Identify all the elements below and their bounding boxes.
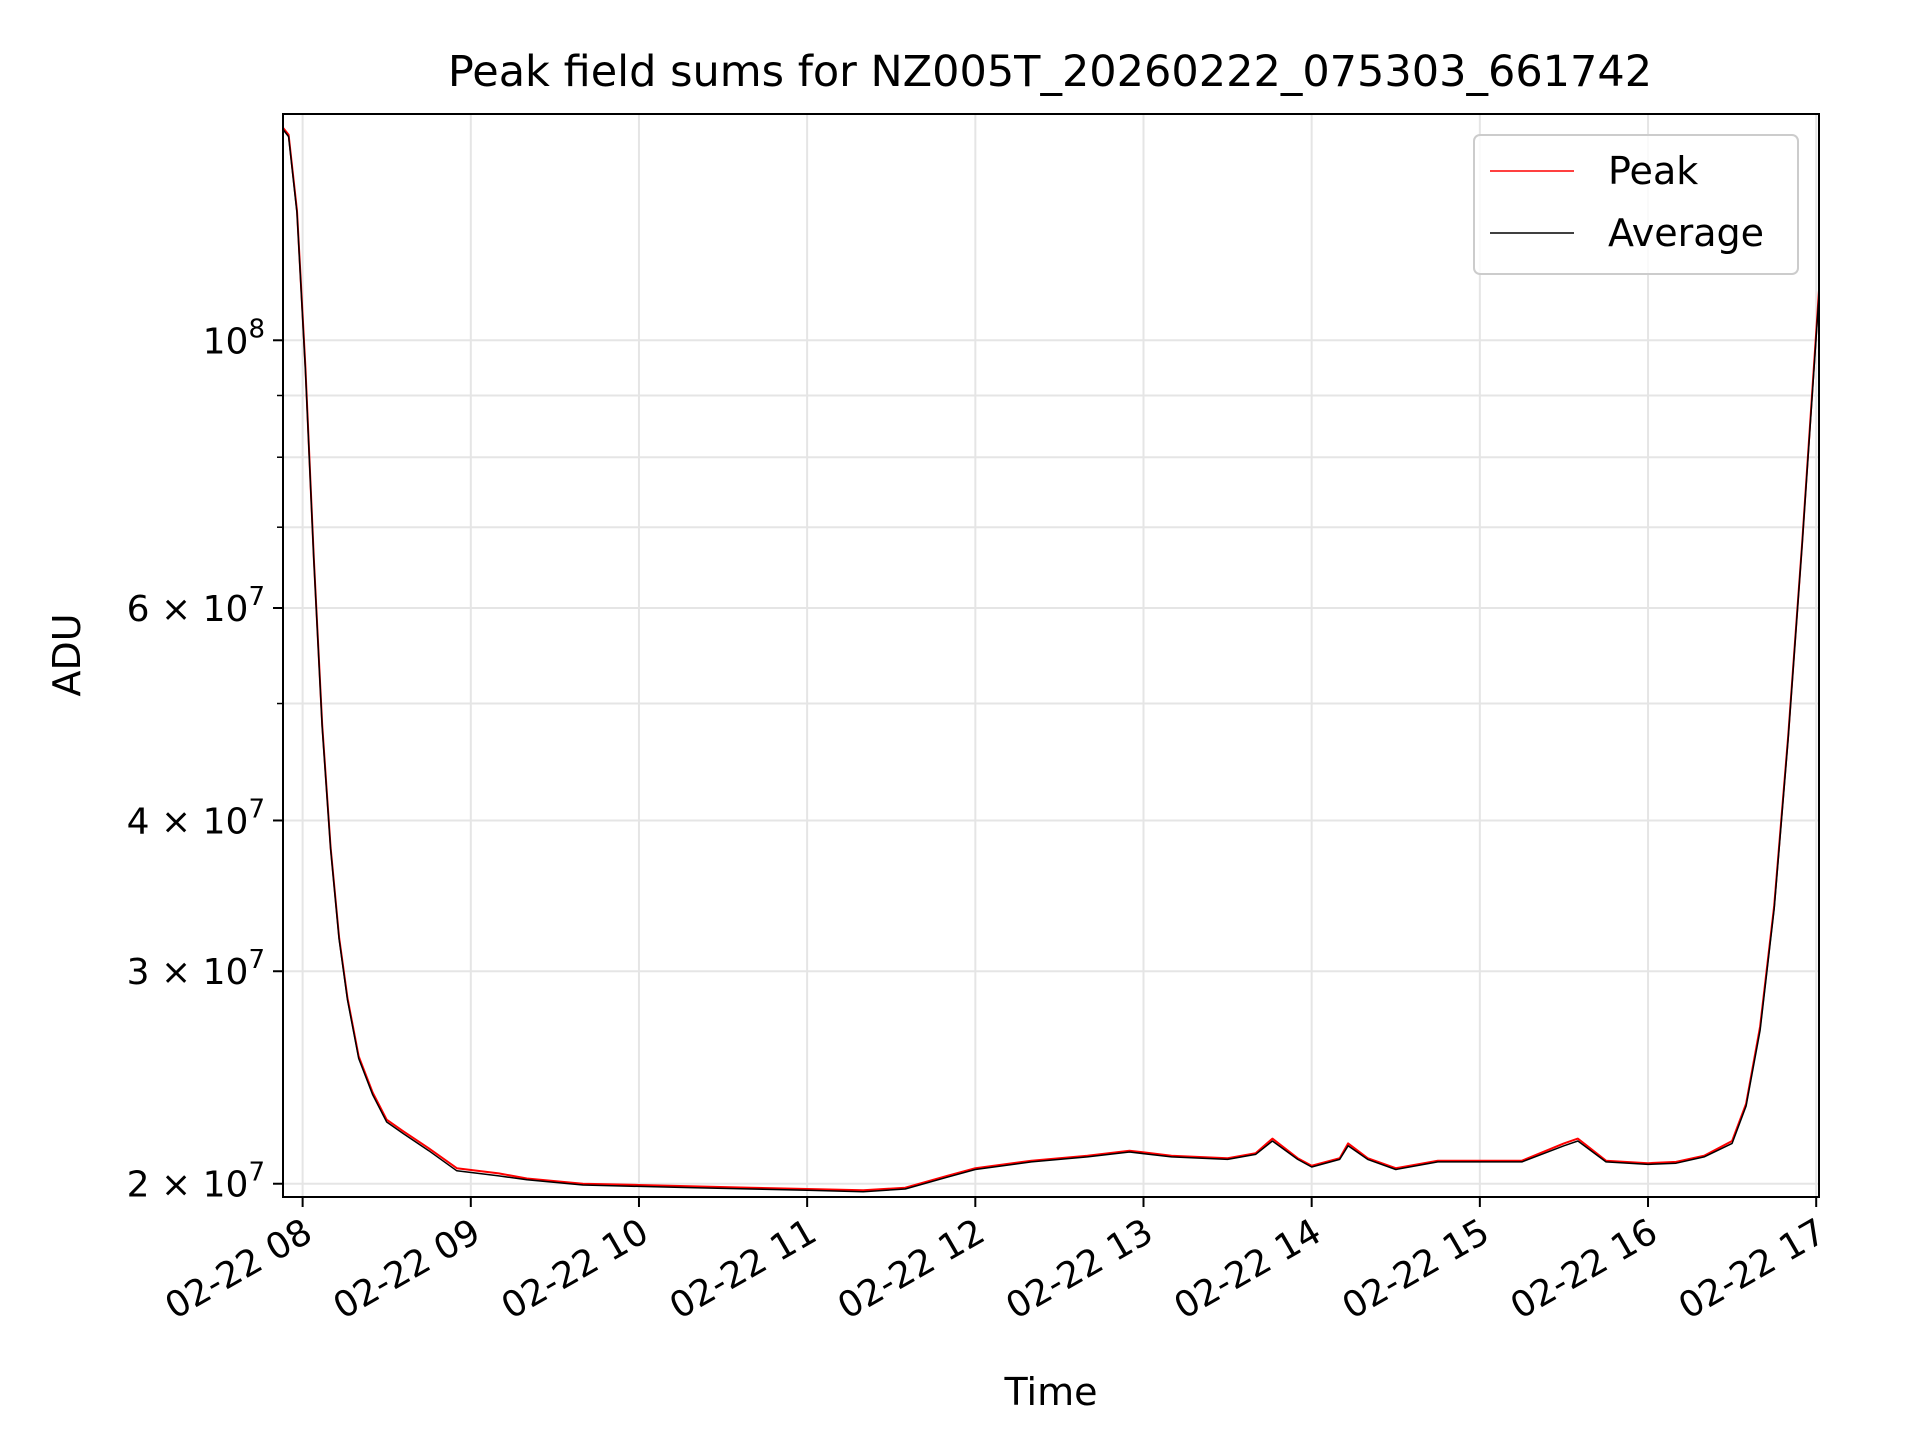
x-axis: 02-22 08 02-22 09 02-22 10 02-22 11 02-22 12…: [158, 1197, 1833, 1328]
x-tick-label: 02-22 17: [1672, 1211, 1833, 1327]
series-line-peak: [282, 127, 1820, 1192]
x-tick-label: 02-22 10: [495, 1211, 656, 1327]
x-tick-label: 02-22 13: [999, 1211, 1160, 1327]
y-tick-label: 4 × 107: [127, 794, 265, 842]
chart-title: Peak field sums for NZ005T_20260222_0753…: [448, 47, 1652, 97]
y-tick-label: 2 × 107: [127, 1158, 265, 1206]
y-axis: 2 × 107 3 × 107 4 × 107 6 × 107 108: [127, 314, 283, 1206]
y-axis-label: ADU: [45, 613, 89, 696]
grid-lines: [283, 114, 1819, 1197]
x-tick-label: 02-22 15: [1336, 1211, 1497, 1327]
legend-label-average: Average: [1608, 211, 1764, 255]
x-axis-label: Time: [1004, 1370, 1098, 1414]
y-tick-label: 6 × 107: [127, 582, 265, 630]
x-tick-label: 02-22 11: [663, 1211, 824, 1327]
plot-frame: [282, 113, 1820, 1198]
x-tick-label: 02-22 09: [327, 1211, 488, 1327]
series-lines: [282, 127, 1820, 1193]
x-tick-label: 02-22 14: [1167, 1211, 1328, 1327]
y-tick-label: 3 × 107: [127, 945, 265, 993]
legend-label-peak: Peak: [1608, 149, 1698, 193]
x-tick-label: 02-22 12: [831, 1211, 992, 1327]
legend: Peak Average: [1473, 134, 1799, 275]
y-tick-label: 108: [203, 314, 265, 362]
series-line-average: [282, 129, 1820, 1193]
x-tick-label: 02-22 16: [1504, 1211, 1665, 1327]
legend-box: [1473, 134, 1799, 275]
x-tick-label: 02-22 08: [158, 1211, 319, 1327]
